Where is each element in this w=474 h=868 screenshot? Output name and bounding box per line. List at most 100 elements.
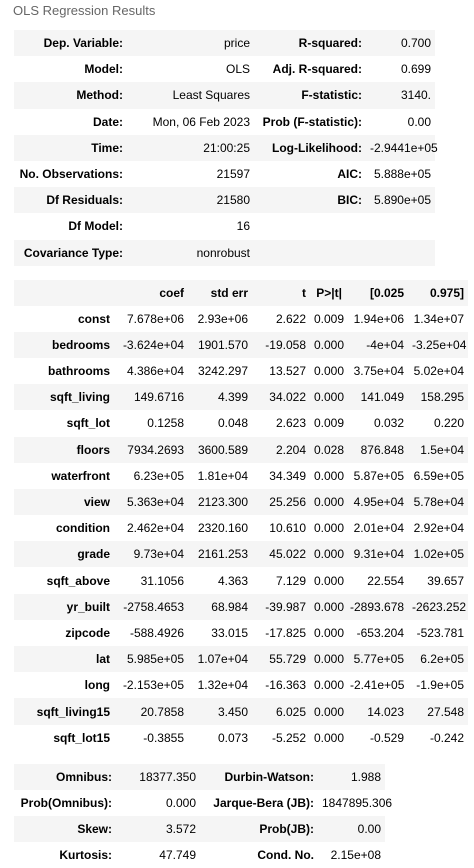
variable-name: view xyxy=(14,488,114,516)
summary-label xyxy=(254,239,366,266)
variable-name: const xyxy=(77,311,110,326)
coef-value: 0.073 xyxy=(217,730,248,745)
summary-label: R-squared: xyxy=(254,30,366,57)
coef-value: 2.93e+06 xyxy=(197,311,248,326)
coef-row: yr_built -2758.4653 68.984 -39.987 0.000 -289… xyxy=(14,593,468,620)
coef-value: 7.678e+06 xyxy=(126,311,184,326)
diagnostic-value: 2.15e+08 xyxy=(330,848,381,862)
summary-value: 21580 xyxy=(127,187,254,214)
coef-value: -0.3855 xyxy=(143,730,184,745)
coef-value: 141.049 xyxy=(346,384,408,411)
coef-value: 0.000 xyxy=(310,593,346,620)
summary-label: Time: xyxy=(14,134,127,161)
coef-value: 10.610 xyxy=(269,521,306,536)
variable-name: long xyxy=(84,678,110,693)
summary-value: 16 xyxy=(236,219,250,234)
coef-value: 5.87e+05 xyxy=(353,468,404,483)
summary-value: OLS xyxy=(225,62,250,77)
summary-value: 3140. xyxy=(366,82,435,109)
diagnostics-table: Omnibus: 18377.350 Durbin-Watson: 1.988 Prob… xyxy=(14,764,392,868)
diagnostic-label: Durbin-Watson: xyxy=(200,764,318,790)
summary-label: AIC: xyxy=(337,167,362,182)
summary-label: Prob (F-statistic): xyxy=(262,114,362,129)
coef-value: 0.220 xyxy=(433,416,464,431)
coefficients-table: coef std err t P>|t| [0.025 0.975] const 7.678e… xyxy=(14,280,468,751)
coef-value: 3.75e+04 xyxy=(353,364,404,379)
summary-value: nonrobust xyxy=(127,239,254,266)
coef-value: 1.94e+06 xyxy=(353,311,404,326)
coef-value: -3.25e+04 xyxy=(408,331,468,358)
coef-value: 22.554 xyxy=(367,573,404,588)
summary-row: Model: OLS Adj. R-squared: 0.699 xyxy=(14,56,435,82)
summary-label: Date: xyxy=(92,114,123,129)
summary-value: 5.890e+05 xyxy=(366,187,435,214)
diagnostic-value: 0.00 xyxy=(318,816,385,842)
coef-row: sqft_lot15 -0.3855 0.073 -5.252 0.000 -0.529 -… xyxy=(14,725,468,751)
coef-value: 0.000 xyxy=(310,698,346,725)
coef-value: 0.028 xyxy=(310,436,346,463)
coef-value: 0.032 xyxy=(373,416,404,431)
coef-value: -588.4926 xyxy=(129,625,184,640)
coef-row: sqft_lot 0.1258 0.048 2.623 0.009 0.032 0.220 xyxy=(14,410,468,436)
summary-row: Date: Mon, 06 Feb 2023 Prob (F-statistic):… xyxy=(14,109,435,135)
variable-name: waterfront xyxy=(51,468,110,483)
column-header xyxy=(14,280,114,306)
coef-value: 2.01e+04 xyxy=(353,521,404,536)
coef-value: 31.1056 xyxy=(140,573,184,588)
model-summary-table: Dep. Variable: price R-squared: 0.700 Model:… xyxy=(14,30,438,266)
coef-value: 55.729 xyxy=(252,646,310,673)
coef-value: 5.02e+04 xyxy=(413,364,464,379)
coef-value: -4e+04 xyxy=(346,331,408,358)
summary-value: 21:00:25 xyxy=(127,134,254,161)
variable-name: lat xyxy=(14,646,114,673)
summary-row: Method: Least Squares F-statistic: 3140. xyxy=(14,82,435,109)
results-caption: OLS Regression Results xyxy=(13,3,156,18)
summary-row: Covariance Type: nonrobust xyxy=(14,239,435,266)
summary-row: Time: 21:00:25 Log-Likelihood: -2.9441e+05 xyxy=(14,134,438,161)
coef-value: 25.256 xyxy=(252,488,310,516)
coef-value: 5.78e+04 xyxy=(408,488,468,516)
summary-label: Model: xyxy=(84,62,123,77)
diagnostic-value: 0.000 xyxy=(165,796,196,810)
coef-value: 0.000 xyxy=(314,573,345,588)
coef-value: 1.5e+04 xyxy=(408,436,468,463)
coef-value: 0.000 xyxy=(314,730,345,745)
diagnostic-label: Omnibus: xyxy=(14,764,116,790)
coef-value: 1.07e+04 xyxy=(188,646,252,673)
coef-value: 0.000 xyxy=(310,331,346,358)
column-header: P>|t| xyxy=(310,280,346,306)
diagnostic-value: 18377.350 xyxy=(116,764,200,790)
coef-row: grade 9.73e+04 2161.253 45.022 0.000 9.31e+04… xyxy=(14,541,468,568)
coef-value: 1.34e+07 xyxy=(413,311,464,326)
coef-row: condition 2.462e+04 2320.160 10.610 0.000 2.0… xyxy=(14,515,468,541)
coef-row: bedrooms -3.624e+04 1901.570 -19.058 0.000 -4… xyxy=(14,331,468,358)
summary-label: Dep. Variable: xyxy=(14,30,127,57)
coef-value: 4.363 xyxy=(217,573,248,588)
column-header: 0.975] xyxy=(408,280,468,306)
coef-header-row: coef std err t P>|t| [0.025 0.975] xyxy=(14,280,468,306)
coef-value: 2.622 xyxy=(275,311,306,326)
coef-value: 34.349 xyxy=(269,468,306,483)
coef-value: 0.000 xyxy=(310,541,346,568)
summary-value: 0.699 xyxy=(400,62,431,77)
coef-value: 2.204 xyxy=(252,436,310,463)
coef-value: 2161.253 xyxy=(188,541,252,568)
summary-value xyxy=(366,239,435,266)
summary-row: Df Residuals: 21580 BIC: 5.890e+05 xyxy=(14,187,435,214)
coef-value: -17.825 xyxy=(265,625,306,640)
coef-value: -1.9e+05 xyxy=(416,678,464,693)
coef-row: lat 5.985e+05 1.07e+04 55.729 0.000 5.77e+05 6… xyxy=(14,646,468,673)
coef-value: 27.548 xyxy=(408,698,468,725)
coef-value: 68.984 xyxy=(188,593,252,620)
variable-name: zipcode xyxy=(65,625,110,640)
coef-value: 7934.2693 xyxy=(114,436,188,463)
coef-value: 4.386e+04 xyxy=(126,364,184,379)
coef-value: 7.129 xyxy=(275,573,306,588)
coef-value: 0.000 xyxy=(310,646,346,673)
coef-value: 14.023 xyxy=(346,698,408,725)
coef-value: 45.022 xyxy=(252,541,310,568)
summary-value: Least Squares xyxy=(127,82,254,109)
diagnostic-value: 1.988 xyxy=(318,764,385,790)
column-header: coef xyxy=(114,280,188,306)
coef-value: 5.985e+05 xyxy=(114,646,188,673)
